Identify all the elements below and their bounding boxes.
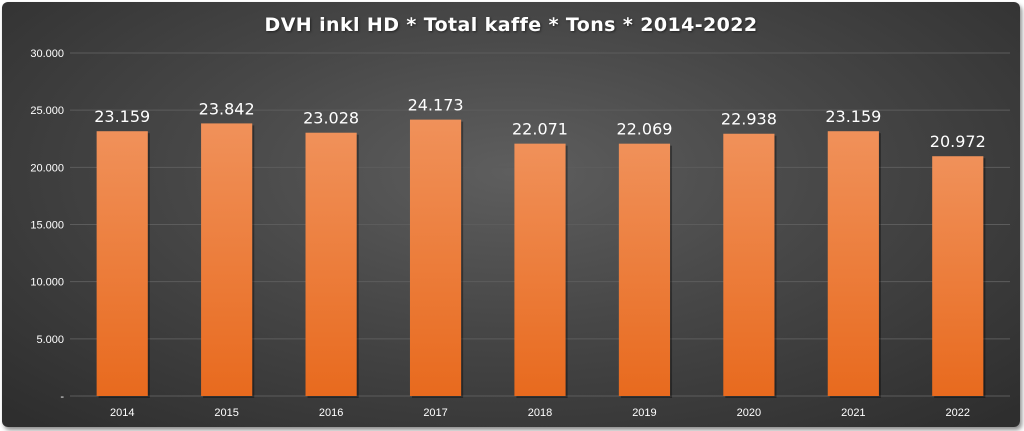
y-tick-label: 10.000 xyxy=(30,277,64,289)
y-tick-label: 25.000 xyxy=(30,105,64,117)
bar-2022 xyxy=(932,156,984,396)
data-label-2021: 23.159 xyxy=(825,107,881,126)
x-tick-label-2022: 2022 xyxy=(946,407,970,419)
data-label-2014: 23.159 xyxy=(94,107,150,126)
y-tick-label: 20.000 xyxy=(30,162,64,174)
data-label-2022: 20.972 xyxy=(930,132,986,151)
data-label-2020: 22.938 xyxy=(721,110,777,129)
y-tick-label: - xyxy=(60,391,64,403)
bar-2018 xyxy=(514,143,566,396)
bar-2019 xyxy=(618,143,671,396)
data-label-2017: 24.173 xyxy=(408,96,464,115)
x-tick-label-2018: 2018 xyxy=(528,407,552,419)
y-tick-label: 5.000 xyxy=(36,334,64,346)
data-label-2019: 22.069 xyxy=(616,120,672,139)
x-tick-label-2015: 2015 xyxy=(214,407,238,419)
bar-2017 xyxy=(409,119,462,396)
bars xyxy=(96,119,986,399)
data-label-2015: 23.842 xyxy=(199,99,255,118)
chart-title: DVH inkl HD * Total kaffe * Tons * 2014-… xyxy=(264,14,758,36)
data-label-2018: 22.071 xyxy=(512,120,568,139)
y-tick-label: 15.000 xyxy=(30,220,64,232)
y-tick-label: 30.000 xyxy=(30,48,64,60)
x-tick-label-2021: 2021 xyxy=(841,407,865,419)
x-tick-label-2019: 2019 xyxy=(632,407,656,419)
data-label-2016: 23.028 xyxy=(303,109,359,128)
x-tick-label-2020: 2020 xyxy=(737,407,761,419)
x-tick-label-2016: 2016 xyxy=(319,407,343,419)
bar-2021 xyxy=(827,131,879,396)
bar-2020 xyxy=(723,133,775,397)
bar-2015 xyxy=(201,123,253,396)
bar-2016 xyxy=(305,132,357,396)
data-labels: 23.159 23.842 23.028 24.173 22.071 22.069 22.9… xyxy=(94,96,986,152)
x-axis-tick-labels: 2014 2015 2016 2017 2018 2019 2020 2021 2022 xyxy=(110,407,970,419)
x-tick-label-2014: 2014 xyxy=(110,407,134,419)
y-axis-tick-labels: - 5.000 10.000 15.000 20.000 25.000 30.000 xyxy=(30,48,64,403)
bar-2014 xyxy=(96,131,148,396)
x-tick-label-2017: 2017 xyxy=(423,407,447,419)
